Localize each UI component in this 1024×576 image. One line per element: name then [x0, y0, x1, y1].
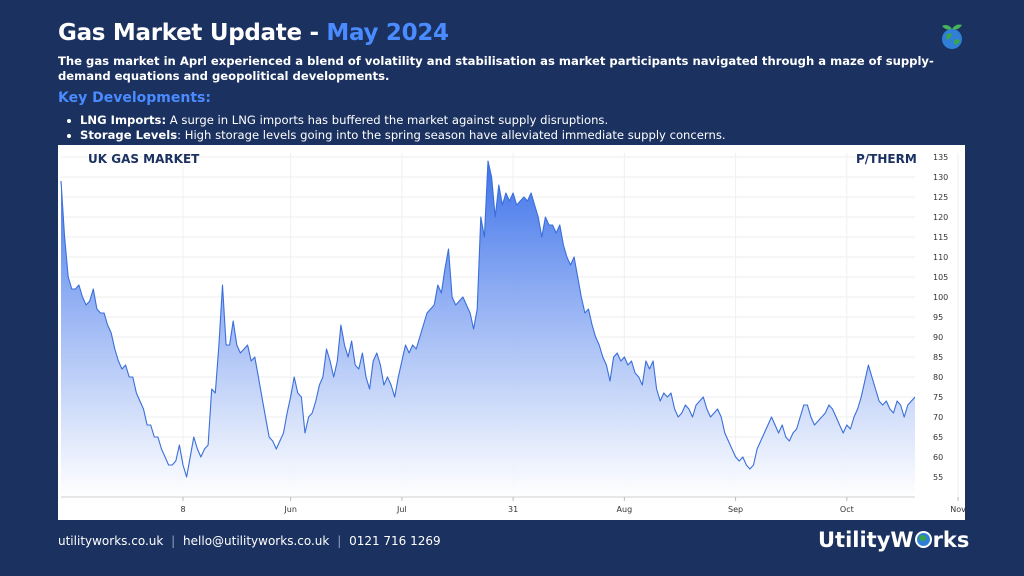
- y-tick-label: 65: [933, 433, 943, 442]
- y-tick-label: 115: [933, 233, 948, 242]
- chart-title: UK GAS MARKET: [88, 152, 200, 166]
- y-tick-label: 135: [933, 153, 948, 162]
- utilityworks-logo: UtilityW rks: [818, 528, 970, 552]
- y-tick-label: 60: [933, 453, 943, 462]
- chart-unit-label: P/THERM: [856, 152, 917, 166]
- intro-text: The gas market in Aprl experienced a ble…: [58, 54, 934, 83]
- globe-icon: [942, 24, 962, 49]
- bullet-label: LNG Imports:: [80, 113, 167, 127]
- phone-number: 0121 716 1269: [349, 534, 441, 548]
- list-item: Storage Levels: High storage levels goin…: [66, 128, 726, 143]
- y-tick-label: 125: [933, 193, 948, 202]
- key-developments-heading: Key Developments:: [58, 90, 211, 106]
- bullet-label: Storage Levels: [80, 128, 178, 142]
- page-title: Gas Market Update - May 2024: [58, 20, 449, 46]
- y-tick-label: 70: [933, 413, 943, 422]
- y-tick-label: 105: [933, 273, 948, 282]
- x-tick-label: Aug: [617, 505, 633, 514]
- key-developments-list: LNG Imports: A surge in LNG imports has …: [66, 113, 726, 143]
- separator: |: [171, 534, 176, 548]
- y-tick-label: 55: [933, 473, 943, 482]
- x-tick-label: Sep: [728, 505, 743, 514]
- x-tick-label: Jul: [396, 505, 407, 514]
- list-item: LNG Imports: A surge in LNG imports has …: [66, 113, 726, 128]
- x-tick-label: Nov: [950, 505, 965, 514]
- bullet-text: : High storage levels going into the spr…: [177, 128, 726, 142]
- y-tick-label: 130: [933, 173, 948, 182]
- email-link[interactable]: hello@utilityworks.co.uk: [183, 534, 330, 548]
- logo-globe-icon: [914, 531, 932, 548]
- contact-footer: utilityworks.co.uk | hello@utilityworks.…: [58, 534, 441, 548]
- y-tick-label: 120: [933, 213, 948, 222]
- x-tick-label: Jun: [283, 505, 297, 514]
- area-fill: [61, 161, 915, 497]
- y-tick-label: 85: [933, 353, 943, 362]
- y-tick-label: 100: [933, 293, 948, 302]
- series-line: [60, 160, 916, 478]
- x-tick-label: 31: [508, 505, 518, 514]
- x-tick-label: Oct: [840, 505, 854, 514]
- y-tick-label: 75: [933, 393, 943, 402]
- y-tick-label: 90: [933, 333, 943, 342]
- y-tick-label: 80: [933, 373, 943, 382]
- title-accent: May 2024: [326, 20, 449, 46]
- y-tick-label: 110: [933, 253, 948, 262]
- gas-price-chart: 55 60 65 70 75 80 85 90 95 100 105 110 115 120 125 130 1…: [58, 145, 965, 520]
- website-link[interactable]: utilityworks.co.uk: [58, 534, 164, 548]
- chart-canvas: 55 60 65 70 75 80 85 90 95 100 105 110 115 120 125 130 1…: [60, 153, 965, 514]
- bullet-text: A surge in LNG imports has buffered the …: [166, 113, 609, 127]
- title-main: Gas Market Update -: [58, 20, 327, 46]
- separator: |: [337, 534, 342, 548]
- x-tick-label: 8: [180, 505, 185, 514]
- y-tick-label: 95: [933, 313, 943, 322]
